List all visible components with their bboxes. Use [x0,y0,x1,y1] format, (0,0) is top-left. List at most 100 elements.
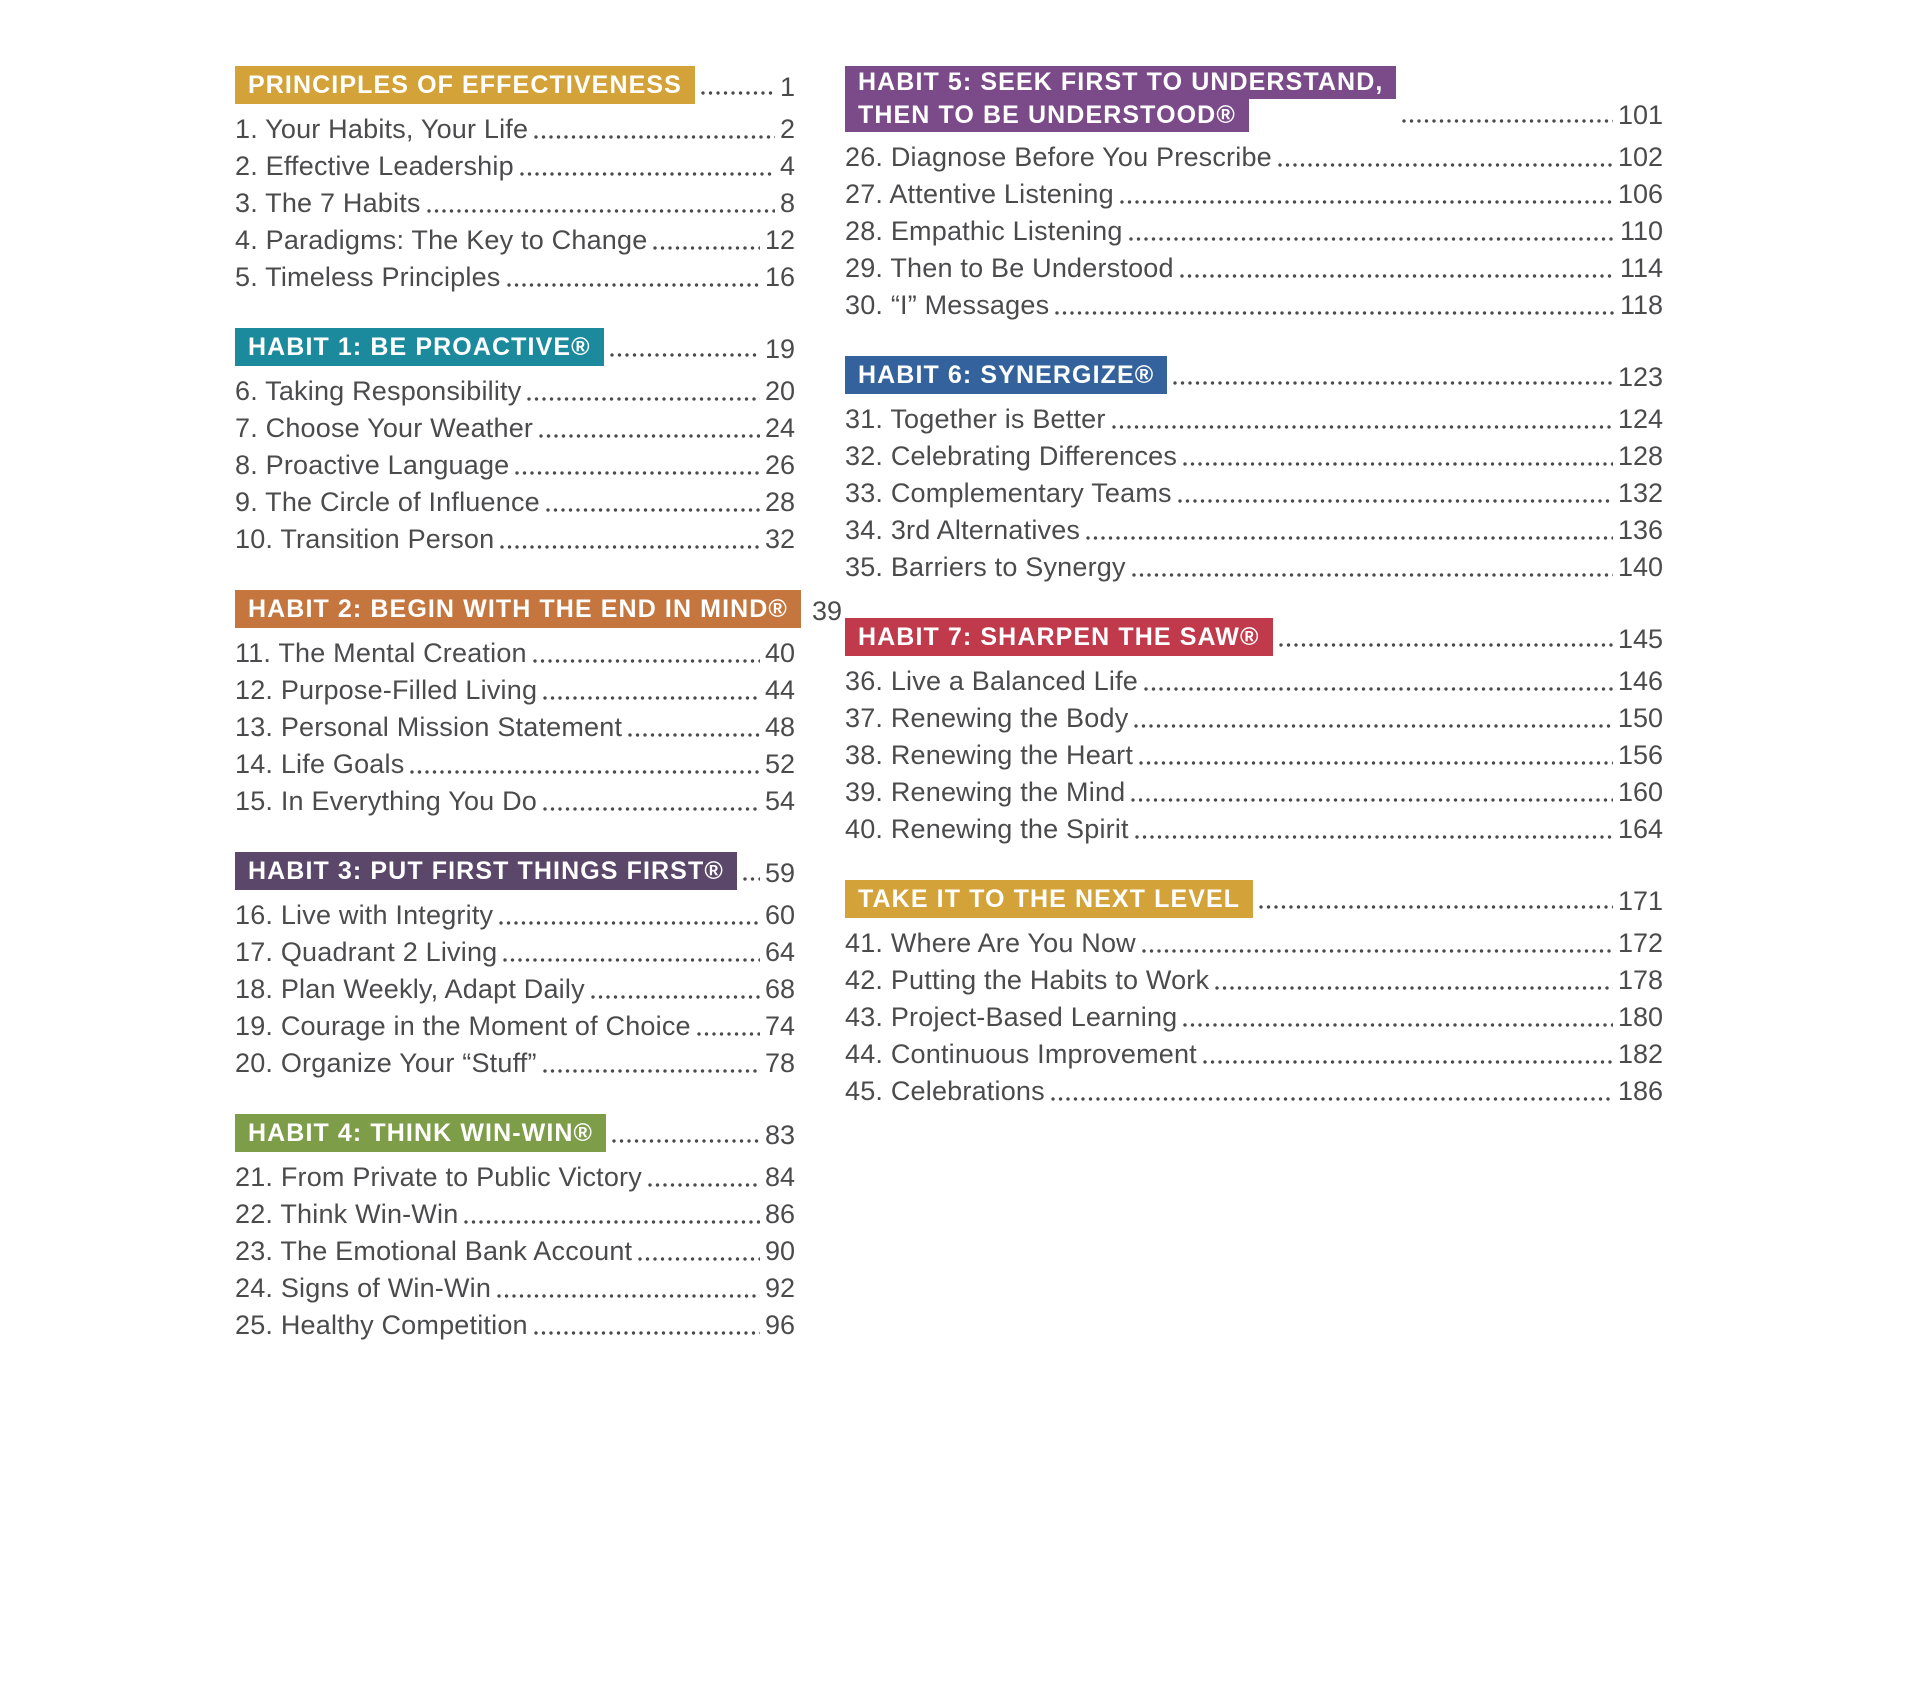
dotted-leader [696,1032,760,1036]
toc-section: HABIT 1: BE PROACTIVE® 19 6. Taking Respon… [235,328,795,556]
dotted-leader [1141,949,1613,953]
toc-entry-page-number: 74 [764,1011,795,1041]
toc-entry-page-number: 118 [1619,290,1663,320]
dotted-leader [539,434,760,438]
toc-entry-page-number: 44 [764,675,795,705]
toc-entry-label: 29. Then to Be Understood [845,253,1174,283]
dotted-leader [1050,1097,1613,1101]
toc-entry-page-number: 16 [764,262,795,292]
dotted-leader [543,696,760,700]
toc-entry: 28. Empathic Listening 110 [845,211,1663,248]
toc-entry: 21. From Private to Public Victory 84 [235,1157,795,1194]
toc-entry-page-number: 32 [764,524,795,554]
section-header-band: HABIT 2: BEGIN WITH THE END IN MIND® [235,590,801,628]
dotted-leader [534,135,775,139]
toc-entry: 41. Where Are You Now 172 [845,923,1663,960]
toc-entry-label: 4. Paradigms: The Key to Change [235,225,648,255]
dotted-leader [628,733,760,737]
section-header-label: HABIT 1: BE PROACTIVE® [235,328,604,366]
toc-entry-label: 34. 3rd Alternatives [845,515,1081,545]
toc-entry-label: 2. Effective Leadership [235,151,514,181]
toc-entry-page-number: 60 [764,900,795,930]
toc-entry-page-number: 164 [1617,814,1663,844]
dotted-leader [506,283,760,287]
dotted-leader [1183,462,1613,466]
section-header-label: HABIT 6: SYNERGIZE® [845,356,1168,394]
toc-entry: 42. Putting the Habits to Work 178 [845,960,1663,997]
toc-entry-label: 8. Proactive Language [235,450,510,480]
toc-entry-label: 25. Healthy Competition [235,1310,528,1340]
section-header-row: HABIT 4: THINK WIN-WIN® 83 [235,1114,795,1152]
section-header-band: HABIT 6: SYNERGIZE® [845,356,1168,394]
toc-entry-label: 22. Think Win-Win [235,1199,459,1229]
section-header-label: HABIT 3: PUT FIRST THINGS FIRST® [235,852,737,890]
toc-entry-label: 26. Diagnose Before You Prescribe [845,142,1272,172]
toc-entry-label: 40. Renewing the Spirit [845,814,1129,844]
toc-entry: 19. Courage in the Moment of Choice 74 [235,1006,795,1043]
dotted-leader [590,995,760,999]
toc-entry-label: 42. Putting the Habits to Work [845,965,1210,995]
dotted-leader [1128,237,1615,241]
toc-entry: 20. Organize Your “Stuff” 78 [235,1043,795,1080]
toc-entry-page-number: 86 [764,1199,795,1229]
toc-entry-page-number: 64 [764,937,795,967]
toc-entry: 15. In Everything You Do 54 [235,781,795,818]
dotted-leader [1215,986,1613,990]
toc-entry: 31. Together is Better 124 [845,399,1663,436]
dotted-leader [1134,835,1613,839]
toc-entry-label: 17. Quadrant 2 Living [235,937,498,967]
dotted-leader [1259,905,1613,909]
section-header-band: TAKE IT TO THE NEXT LEVEL [845,880,1254,918]
toc-entry: 6. Taking Responsibility 20 [235,371,795,408]
dotted-leader [612,1139,760,1143]
toc-entry-label: 38. Renewing the Heart [845,740,1134,770]
toc-entry: 5. Timeless Principles 16 [235,257,795,294]
dotted-leader [700,91,775,95]
toc-entry-page-number: 12 [764,225,795,255]
toc-entry: 11. The Mental Creation 40 [235,633,795,670]
dotted-leader [499,921,760,925]
toc-section: PRINCIPLES OF EFFECTIVENESS 1 1. Your Habi… [235,66,795,294]
section-header-label: THEN TO BE UNDERSTOOD® [845,99,1249,132]
toc-entry-label: 16. Live with Integrity [235,900,494,930]
toc-entry-label: 33. Complementary Teams [845,478,1172,508]
toc-entry-page-number: 102 [1617,142,1663,172]
toc-entry-page-number: 52 [764,749,795,779]
toc-entry: 9. The Circle of Influence 28 [235,482,795,519]
toc-entry-label: 21. From Private to Public Victory [235,1162,642,1192]
toc-entry-page-number: 182 [1617,1039,1663,1069]
dotted-leader [527,397,760,401]
toc-entry: 37. Renewing the Body 150 [845,698,1663,735]
toc-section: HABIT 6: SYNERGIZE® 123 31. Together is Be… [845,356,1663,584]
dotted-leader [545,508,760,512]
toc-entry: 13. Personal Mission Statement 48 [235,707,795,744]
dotted-leader [1134,724,1613,728]
section-header-row: PRINCIPLES OF EFFECTIVENESS 1 [235,66,795,104]
toc-entry-page-number: 40 [764,638,795,668]
toc-entry-page-number: 128 [1617,441,1663,471]
toc-column-right: HABIT 5: SEEK FIRST TO UNDERSTAND, THEN T… [845,66,1663,1142]
toc-entry-label: 27. Attentive Listening [845,179,1114,209]
dotted-leader [533,1331,760,1335]
dotted-leader [647,1183,760,1187]
dotted-leader [742,877,760,881]
dotted-leader [1183,1023,1613,1027]
toc-columns: PRINCIPLES OF EFFECTIVENESS 1 1. Your Habi… [235,66,1663,1340]
toc-entry-page-number: 140 [1617,552,1663,582]
toc-entry-page-number: 26 [764,450,795,480]
toc-entry-label: 14. Life Goals [235,749,405,779]
section-header-label: HABIT 5: SEEK FIRST TO UNDERSTAND, [845,66,1397,99]
dotted-leader [543,807,760,811]
toc-entry: 10. Transition Person 32 [235,519,795,556]
section-header-label: HABIT 7: SHARPEN THE SAW® [845,618,1273,656]
toc-entry-page-number: 150 [1617,703,1663,733]
section-header-row: HABIT 1: BE PROACTIVE® 19 [235,328,795,366]
toc-entry: 36. Live a Balanced Life 146 [845,661,1663,698]
toc-section: HABIT 7: SHARPEN THE SAW® 145 36. Live a B… [845,618,1663,846]
toc-entry-page-number: 146 [1617,666,1663,696]
toc-entry: 7. Choose Your Weather 24 [235,408,795,445]
dotted-leader [1202,1060,1613,1064]
toc-entry-label: 43. Project-Based Learning [845,1002,1178,1032]
toc-entry-label: 35. Barriers to Synergy [845,552,1126,582]
